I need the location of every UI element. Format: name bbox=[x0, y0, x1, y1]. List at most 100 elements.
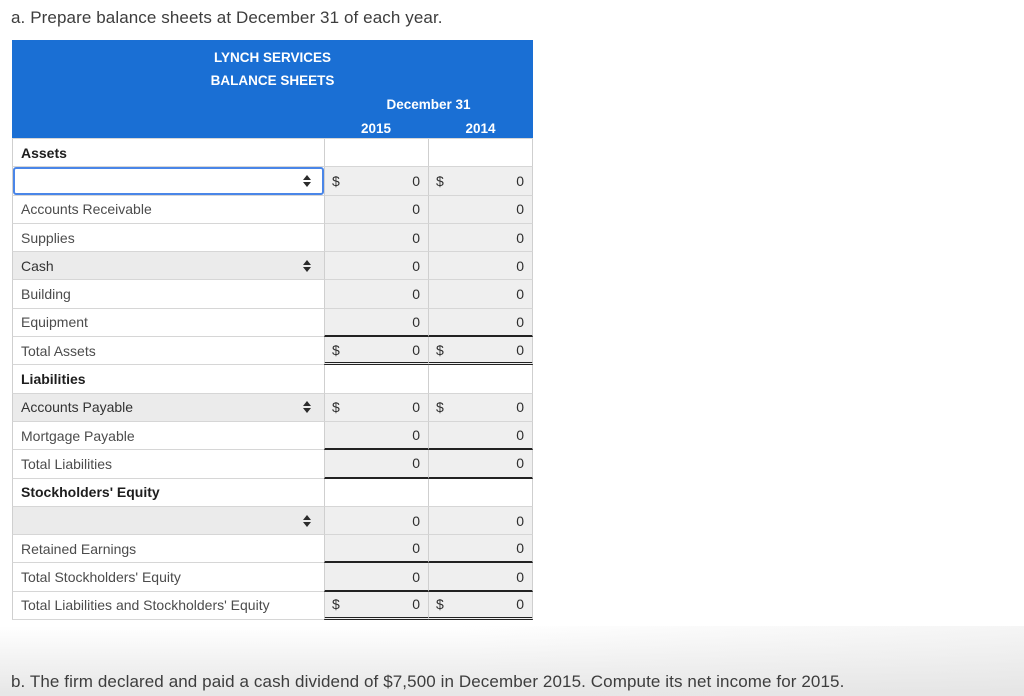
amount-cell-2014[interactable]: 0 bbox=[428, 223, 533, 253]
account-label-cell: Cash bbox=[12, 252, 324, 281]
date-header: December 31 bbox=[386, 97, 471, 112]
year-column-2015: 2015 bbox=[360, 121, 392, 136]
amount-value: 0 bbox=[516, 257, 524, 274]
amount-cell-2014[interactable]: 0 bbox=[428, 535, 533, 564]
account-label-cell bbox=[12, 506, 324, 536]
account-label: Supplies bbox=[12, 223, 324, 253]
dollar-sign: $ bbox=[332, 341, 340, 358]
account-label: Equipment bbox=[12, 308, 324, 338]
table-body: Assets $0 $0 Accounts Receivable 0 0 Supplies 0… bbox=[12, 138, 533, 621]
amount-value: 0 bbox=[412, 257, 420, 274]
amount-value: 0 bbox=[516, 455, 524, 472]
section-header: Liabilities bbox=[12, 365, 324, 394]
amount-cell-2014[interactable]: 0 bbox=[428, 506, 533, 536]
amount-cell-2015[interactable]: $0 bbox=[324, 337, 428, 366]
amount-value: 0 bbox=[412, 313, 420, 330]
table-row: Assets bbox=[12, 139, 533, 168]
amount-cell-2015[interactable]: 0 bbox=[324, 308, 428, 338]
amount-cell-2014 bbox=[428, 139, 533, 168]
dollar-sign: $ bbox=[332, 596, 340, 613]
amount-cell-2014[interactable]: 0 bbox=[428, 308, 533, 338]
dollar-sign: $ bbox=[436, 172, 444, 189]
amount-cell-2015[interactable]: 0 bbox=[324, 563, 428, 592]
table-row: Accounts Receivable 0 0 bbox=[12, 195, 533, 224]
amount-cell-2015 bbox=[324, 365, 428, 394]
amount-cell-2014[interactable]: 0 bbox=[428, 563, 533, 592]
up-down-arrows-icon bbox=[303, 174, 311, 187]
amount-value: 0 bbox=[412, 540, 420, 557]
table-row: Supplies 0 0 bbox=[12, 223, 533, 253]
instruction-b: b. The firm declared and paid a cash div… bbox=[11, 672, 845, 691]
account-dropdown[interactable] bbox=[13, 167, 324, 195]
amount-value: 0 bbox=[412, 286, 420, 303]
amount-cell-2015[interactable]: 0 bbox=[324, 223, 428, 253]
dollar-sign: $ bbox=[332, 399, 340, 416]
amount-cell-2014[interactable]: 0 bbox=[428, 252, 533, 281]
amount-value: 0 bbox=[516, 229, 524, 246]
table-row: Building 0 0 bbox=[12, 280, 533, 309]
amount-value: 0 bbox=[516, 512, 524, 529]
amount-cell-2014[interactable]: $0 bbox=[428, 393, 533, 422]
amount-cell-2015[interactable]: $0 bbox=[324, 167, 428, 196]
amount-value: 0 bbox=[412, 229, 420, 246]
amount-cell-2015[interactable]: 0 bbox=[324, 421, 428, 451]
statement-title: BALANCE SHEETS bbox=[210, 73, 335, 88]
account-label: Mortgage Payable bbox=[12, 421, 324, 451]
dollar-sign: $ bbox=[436, 596, 444, 613]
amount-cell-2015[interactable]: 0 bbox=[324, 195, 428, 224]
amount-value: 0 bbox=[516, 596, 524, 613]
amount-cell-2015[interactable]: 0 bbox=[324, 252, 428, 281]
account-dropdown[interactable] bbox=[13, 506, 324, 535]
table-row: Stockholders' Equity bbox=[12, 478, 533, 507]
table-row: Mortgage Payable 0 0 bbox=[12, 421, 533, 451]
amount-value: 0 bbox=[516, 540, 524, 557]
section-header: Stockholders' Equity bbox=[12, 478, 324, 507]
account-dropdown[interactable]: Accounts Payable bbox=[13, 393, 324, 421]
amount-cell-2014[interactable]: $0 bbox=[428, 591, 533, 621]
dollar-sign: $ bbox=[436, 399, 444, 416]
dollar-sign: $ bbox=[332, 172, 340, 189]
amount-value: 0 bbox=[412, 341, 420, 358]
amount-value: 0 bbox=[516, 286, 524, 303]
amount-cell-2014 bbox=[428, 365, 533, 394]
table-header: LYNCH SERVICES BALANCE SHEETS December 3… bbox=[12, 40, 533, 138]
amount-value: 0 bbox=[412, 427, 420, 444]
account-label-cell: Accounts Payable bbox=[12, 393, 324, 422]
amount-cell-2015[interactable]: $0 bbox=[324, 591, 428, 621]
amount-cell-2014[interactable]: 0 bbox=[428, 280, 533, 309]
header-spacer bbox=[12, 117, 324, 141]
amount-cell-2014 bbox=[428, 478, 533, 507]
amount-cell-2015[interactable]: 0 bbox=[324, 450, 428, 479]
amount-cell-2015 bbox=[324, 478, 428, 507]
account-label: Total Stockholders' Equity bbox=[12, 563, 324, 592]
header-spacer bbox=[12, 92, 324, 117]
amount-cell-2015[interactable]: 0 bbox=[324, 506, 428, 536]
table-row: Total Stockholders' Equity 0 0 bbox=[12, 563, 533, 592]
amount-cell-2015[interactable]: 0 bbox=[324, 280, 428, 309]
amount-cell-2014[interactable]: $0 bbox=[428, 337, 533, 366]
amount-value: 0 bbox=[516, 568, 524, 585]
instruction-a: a. Prepare balance sheets at December 31… bbox=[11, 8, 443, 27]
amount-value: 0 bbox=[412, 399, 420, 416]
account-dropdown[interactable]: Cash bbox=[13, 252, 324, 280]
amount-value: 0 bbox=[516, 313, 524, 330]
amount-cell-2014[interactable]: $0 bbox=[428, 167, 533, 196]
amount-cell-2014[interactable]: 0 bbox=[428, 195, 533, 224]
account-label: Total Liabilities bbox=[12, 450, 324, 479]
amount-cell-2014[interactable]: 0 bbox=[428, 421, 533, 451]
table-row: Total Liabilities 0 0 bbox=[12, 450, 533, 479]
up-down-arrows-icon bbox=[303, 514, 311, 527]
account-label: Accounts Receivable bbox=[12, 195, 324, 224]
account-label: Total Liabilities and Stockholders' Equi… bbox=[12, 591, 324, 621]
year-column-2014: 2014 bbox=[465, 121, 496, 136]
amount-cell-2015[interactable]: $0 bbox=[324, 393, 428, 422]
amount-cell-2015[interactable]: 0 bbox=[324, 535, 428, 564]
table-row: Retained Earnings 0 0 bbox=[12, 535, 533, 564]
selected-account: Accounts Payable bbox=[21, 399, 134, 416]
account-label: Retained Earnings bbox=[12, 535, 324, 564]
company-name: LYNCH SERVICES bbox=[213, 50, 332, 65]
section-header: Assets bbox=[12, 139, 324, 168]
amount-cell-2014[interactable]: 0 bbox=[428, 450, 533, 479]
table-row: Liabilities bbox=[12, 365, 533, 394]
table-row: Cash 0 0 bbox=[12, 252, 533, 281]
